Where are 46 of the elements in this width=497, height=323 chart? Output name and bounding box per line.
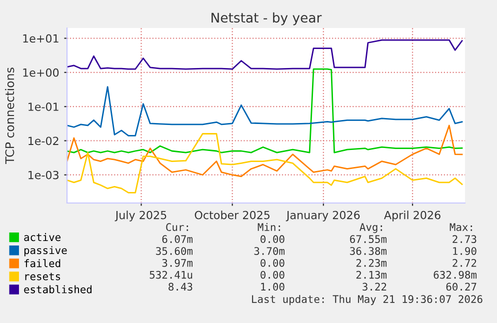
- text: Max:: [450, 223, 472, 232]
- line-series: [67, 68, 463, 154]
- text: 6.07m: [162, 235, 193, 244]
- text: 35.60m: [156, 247, 193, 255]
- legend-label: active: [24, 233, 60, 242]
- text: 632.98m: [434, 270, 477, 279]
- line-series: [67, 124, 463, 178]
- text: 36.38m: [350, 247, 387, 255]
- legend-label: resets: [25, 272, 60, 280]
- chart-title: Netstat - by year: [212, 12, 322, 26]
- y-tick-label: 1e-03: [28, 170, 58, 180]
- line-series: [67, 39, 463, 70]
- legend-label: passive: [24, 246, 67, 256]
- text: 67.55m: [350, 235, 387, 244]
- line-series: [67, 86, 463, 136]
- text: 0.00: [260, 235, 284, 244]
- x-tick-label: January 2026: [286, 210, 360, 222]
- text: 3.70m: [254, 247, 285, 255]
- y-axis-title: TCP connections: [5, 68, 14, 164]
- text: 2.13m: [356, 270, 387, 279]
- legend-label: failed: [24, 259, 60, 268]
- text: 8.43: [168, 282, 192, 291]
- text: 1.00: [261, 282, 284, 291]
- x-tick-label: October 2025: [194, 210, 270, 220]
- text: 60.27: [446, 282, 476, 291]
- line-series: [67, 133, 463, 194]
- y-tick-label: 1e-01: [28, 102, 58, 111]
- text: 2.73: [452, 235, 476, 244]
- text: Cur:: [166, 223, 188, 232]
- text: 3.97m: [162, 258, 193, 267]
- y-tick-label: 1e-02: [28, 136, 58, 146]
- text: Avg:: [360, 223, 382, 234]
- text: 0.00: [260, 258, 284, 267]
- text: 532.41u: [150, 270, 192, 279]
- text: 3.22: [362, 282, 386, 291]
- y-tick-label: 1e+00: [23, 68, 59, 77]
- text: 0.00: [260, 270, 284, 279]
- text: 2.72: [452, 258, 476, 267]
- x-tick-label: April 2026: [384, 210, 440, 222]
- legend-label: established: [24, 285, 92, 294]
- x-tick-label: July 2025: [114, 210, 166, 222]
- text: Last update: Thu May 21 19:36:07 2026: [252, 294, 482, 306]
- text: 1.90: [453, 247, 476, 255]
- text: Min:: [258, 222, 280, 231]
- y-tick-label: 1e+01: [23, 34, 58, 43]
- text: 2.23m: [356, 258, 387, 267]
